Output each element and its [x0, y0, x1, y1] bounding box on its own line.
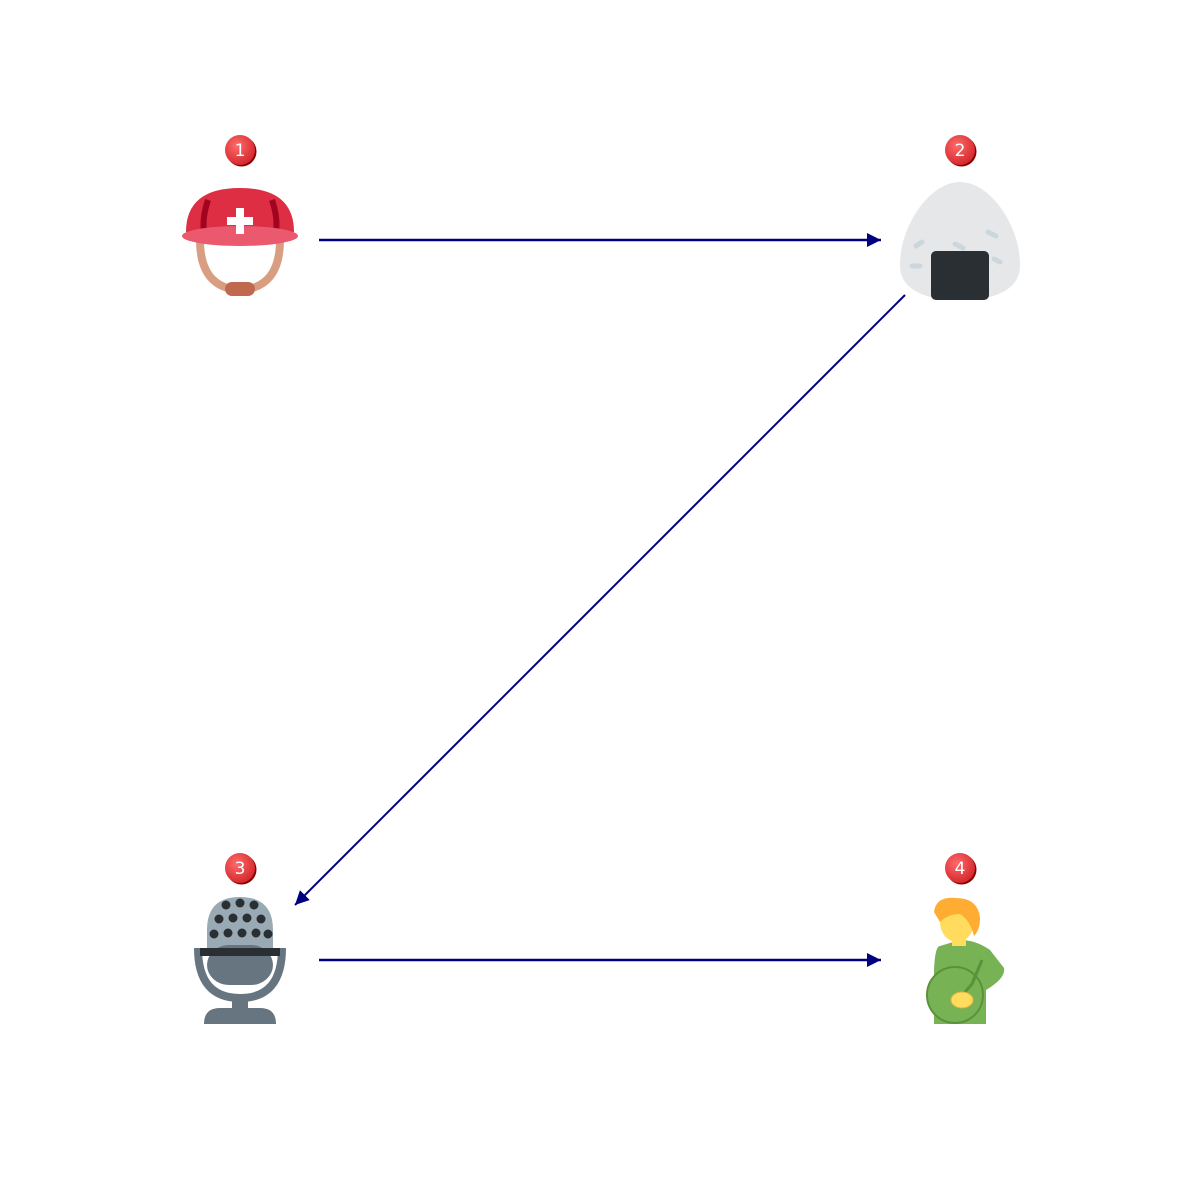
- node-1: 1: [182, 135, 298, 296]
- pregnant-man-icon: [926, 897, 1005, 1024]
- node-label-3: 3: [235, 859, 246, 879]
- studio-microphone-icon: [194, 897, 286, 1024]
- edge-2-to-3: [294, 294, 906, 906]
- node-3: 3: [194, 853, 286, 1024]
- node-label-1: 1: [235, 141, 246, 161]
- node-2: 2: [900, 135, 1020, 300]
- node-4: 4: [926, 853, 1005, 1024]
- node-badge-3: 3: [225, 853, 257, 885]
- rice-ball-icon: [900, 182, 1020, 300]
- node-badge-1: 1: [225, 135, 257, 167]
- node-badge-4: 4: [945, 853, 977, 885]
- node-badge-2: 2: [945, 135, 977, 167]
- node-label-2: 2: [955, 141, 966, 161]
- node-label-4: 4: [955, 859, 966, 879]
- rescue-worker-helmet-icon: [182, 188, 298, 296]
- edges: [294, 233, 906, 967]
